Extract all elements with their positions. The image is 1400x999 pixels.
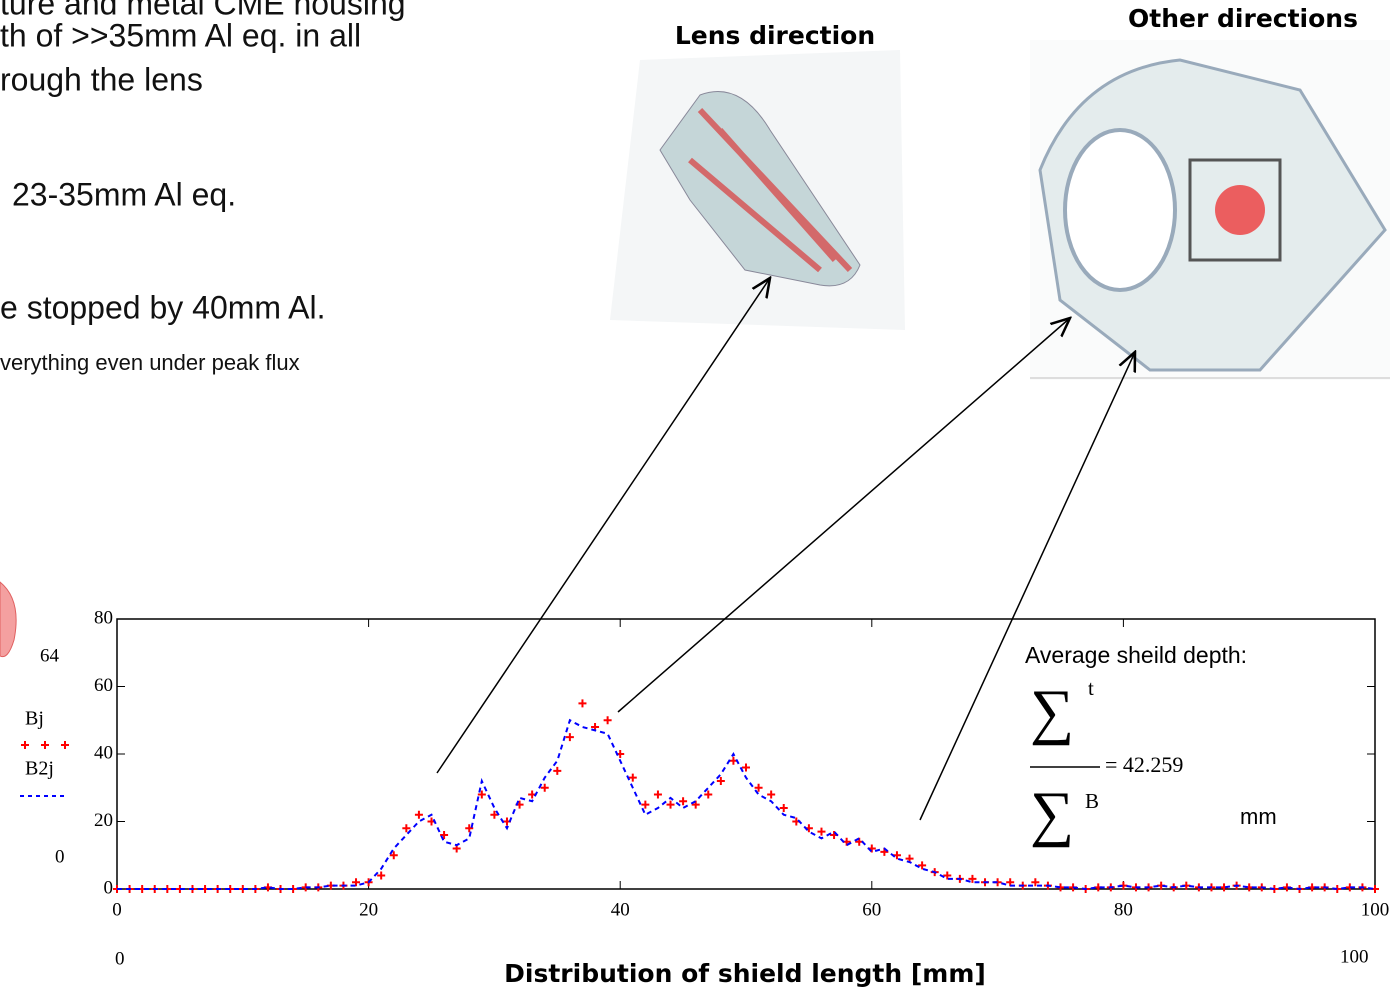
body-text: 23-35mm Al eq. — [12, 176, 236, 212]
legend-marker — [41, 741, 49, 749]
data-point — [641, 801, 649, 809]
x-tick-label: 20 — [359, 899, 378, 920]
image-title: Lens direction — [675, 21, 875, 50]
lens-image — [610, 50, 905, 330]
arrow — [920, 352, 1135, 820]
data-point — [679, 797, 687, 805]
y-tick-label: 80 — [94, 607, 113, 628]
slide: ture and metal CME housing th of >>35mm … — [0, 0, 1400, 994]
x-tick-label: 80 — [1114, 899, 1133, 920]
series-line — [117, 720, 1375, 889]
x-tick-label: 0 — [112, 899, 122, 920]
body-text: e stopped by 40mm Al. — [0, 289, 326, 325]
legend-marker — [61, 741, 69, 749]
highlight-shape — [0, 582, 16, 657]
y-tick-label: 0 — [104, 877, 114, 898]
plot-limit: 64 — [40, 645, 60, 666]
data-point — [377, 872, 385, 880]
data-point — [767, 791, 775, 799]
legend-marker — [21, 741, 29, 749]
housing-image — [1030, 40, 1390, 380]
data-point — [566, 733, 574, 741]
x-tick-label: 40 — [611, 899, 630, 920]
sum-symbol: ∑ — [1030, 780, 1074, 848]
annotation-heading: Average sheild depth: — [1025, 642, 1247, 668]
data-point — [604, 716, 612, 724]
plot-limit: 100 — [1340, 946, 1369, 967]
data-point — [553, 767, 561, 775]
plot-limit: 0 — [115, 948, 125, 969]
body-text: rough the lens — [0, 61, 203, 97]
legend-label: B2j — [25, 758, 54, 780]
annotation-denominator: B — [1085, 789, 1099, 813]
data-point — [667, 801, 675, 809]
annotation-numerator: t — [1088, 676, 1094, 700]
body-text: verything even under peak flux — [0, 350, 300, 375]
data-point — [780, 804, 788, 812]
data-point — [629, 774, 637, 782]
x-tick-label: 60 — [862, 899, 881, 920]
y-tick-label: 40 — [94, 742, 113, 763]
body-text: th of >>35mm Al eq. in all — [0, 17, 361, 53]
arrow — [437, 278, 770, 773]
arrow — [618, 318, 1070, 712]
image-title: Other directions — [1128, 4, 1358, 33]
data-point — [654, 791, 662, 799]
sum-symbol: ∑ — [1030, 678, 1074, 746]
data-point — [817, 828, 825, 836]
y-tick-label: 60 — [94, 675, 113, 696]
data-point — [578, 699, 586, 707]
x-axis-title: Distribution of shield length [mm] — [504, 959, 986, 988]
legend-label: Bj — [25, 708, 44, 730]
data-point — [415, 811, 423, 819]
data-point — [918, 861, 926, 869]
annotation-result: = 42.259 — [1105, 752, 1183, 777]
x-tick-label: 100 — [1361, 899, 1390, 920]
annotation-unit: mm — [1240, 804, 1277, 829]
plot-limit: 0 — [55, 846, 65, 867]
y-tick-label: 20 — [94, 810, 113, 831]
